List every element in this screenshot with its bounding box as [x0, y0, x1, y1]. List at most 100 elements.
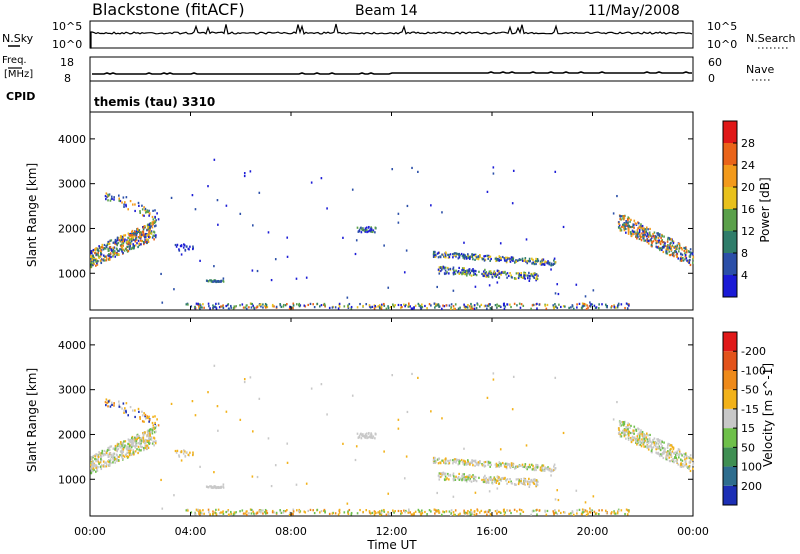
power-echo [91, 255, 93, 259]
velocity-echo [676, 450, 679, 453]
velocity-echo [123, 455, 126, 458]
power-echo [90, 265, 93, 268]
power-echo [661, 234, 664, 238]
velocity-echo [439, 462, 442, 465]
velocity-echo [657, 445, 660, 448]
power-echo [464, 307, 467, 310]
power-echo [544, 304, 547, 307]
power-echo [126, 249, 128, 252]
velocity-echo [209, 513, 211, 516]
power-echo [527, 259, 529, 263]
power-echo [664, 244, 666, 247]
velocity-echo [632, 436, 635, 439]
velocity-echo [536, 466, 539, 469]
power-echo [144, 209, 146, 212]
velocity-echo [359, 508, 361, 512]
power-echo [437, 251, 440, 254]
velocity-echo [542, 469, 544, 472]
velocity-echo [118, 455, 120, 459]
power-echo [218, 306, 221, 309]
velocity-echo [113, 404, 115, 407]
power-echo [648, 231, 651, 234]
power-echo [668, 250, 671, 253]
power-echo [678, 244, 681, 247]
velocity-echo [684, 460, 687, 463]
velocity-echo [106, 401, 108, 405]
power-echo [686, 259, 688, 262]
velocity-echo [157, 424, 160, 427]
velocity-echo [91, 461, 93, 465]
power-echo [537, 259, 540, 262]
power-echo [350, 305, 353, 309]
power-echo [92, 255, 94, 258]
power-echo [687, 260, 689, 263]
power-echo [461, 271, 464, 274]
velocity-echo [441, 513, 443, 516]
velocity-echo [121, 444, 124, 447]
velocity-echo [229, 510, 232, 514]
velocity-echo [99, 452, 101, 455]
power-echo [379, 306, 382, 310]
power-echo [583, 304, 586, 307]
velocity-echo [449, 459, 452, 462]
velocity-echo [553, 513, 555, 516]
velocity-echo [144, 417, 147, 420]
velocity-echo [459, 460, 461, 463]
velocity-echo [389, 512, 392, 515]
velocity-echo [464, 511, 467, 514]
power-echo [469, 255, 472, 258]
velocity-echo [623, 421, 625, 424]
velocity-echo [232, 513, 235, 516]
power-echo [148, 213, 151, 216]
power-echo [104, 255, 106, 258]
power-echo [273, 305, 275, 308]
velocity-echo [448, 460, 450, 463]
velocity-echo [387, 492, 390, 495]
power-echo [461, 267, 464, 270]
velocity-echo [627, 434, 630, 437]
velocity-echo [393, 511, 395, 514]
power-echo [184, 248, 187, 252]
power-echo [519, 258, 522, 261]
velocity-echo [185, 509, 188, 512]
velocity-echo [538, 509, 541, 512]
velocity-echo [150, 431, 152, 434]
power-echo [528, 279, 531, 282]
velocity-echo [445, 510, 448, 513]
velocity-echo [323, 508, 326, 512]
power-echo [533, 276, 535, 280]
power-echo [630, 225, 633, 229]
velocity-echo [637, 433, 639, 436]
velocity-echo [460, 458, 463, 462]
power-echo [518, 273, 520, 276]
power-echo [363, 229, 366, 232]
power-echo [468, 269, 470, 272]
velocity-echo [476, 463, 478, 466]
power-echo [657, 233, 659, 236]
power-echo [451, 253, 454, 256]
velocity-echo [650, 442, 653, 445]
power-echo [95, 264, 97, 267]
velocity-echo [372, 435, 375, 438]
velocity-echo [259, 509, 261, 513]
power-echo [675, 250, 678, 254]
power-echo [134, 203, 136, 206]
velocity-echo [524, 463, 527, 466]
velocity-echo [454, 458, 456, 461]
power-echo [243, 172, 246, 175]
power-echo [473, 269, 476, 272]
power-echo [182, 246, 185, 249]
colorbar-segment [723, 253, 737, 275]
power-echo [129, 242, 132, 245]
velocity-echo [463, 459, 465, 463]
power-echo [625, 227, 627, 231]
velocity-echo [472, 464, 474, 467]
power-echo [655, 235, 657, 238]
power-echo [109, 246, 112, 249]
velocity-echo [409, 511, 412, 514]
velocity-echo [92, 465, 95, 468]
velocity-echo [137, 407, 140, 411]
power-echo [149, 227, 151, 230]
